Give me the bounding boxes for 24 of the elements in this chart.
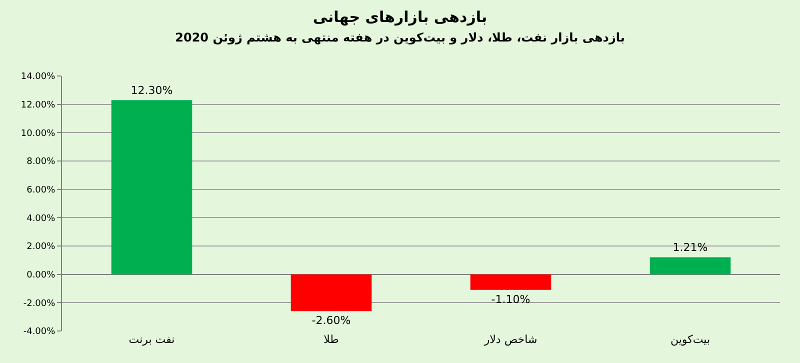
x-tick-label: شاخص دلار — [483, 333, 538, 346]
bar — [650, 257, 731, 274]
y-tick-label: -4.00% — [23, 327, 56, 338]
y-tick-label: 6.00% — [26, 185, 56, 196]
y-tick-label: -2.00% — [23, 298, 56, 309]
chart-title: بازدهی بازارهای جهانی — [312, 8, 488, 26]
data-label: 12.30% — [130, 84, 173, 98]
chart-subtitle: بازدهی بازار نفت، طلا، دلار و بیت‌کوین در هفته منتهی به هشتم ژوئن 2020 — [175, 30, 625, 44]
x-tick-label: طلا — [324, 333, 340, 346]
x-tick-label: بیت‌کوین — [670, 333, 710, 346]
x-tick-label: نفت برنت — [128, 333, 175, 346]
data-label: 1.21% — [672, 241, 708, 254]
y-tick-label: 0.00% — [26, 270, 56, 280]
bar — [290, 274, 372, 312]
y-tick-label: 12.00% — [20, 100, 56, 110]
y-tick-label: 10.00% — [20, 128, 56, 139]
y-tick-label: 2.00% — [26, 242, 56, 252]
data-label: -2.60% — [312, 314, 351, 328]
y-tick-label: 14.00% — [20, 72, 56, 82]
data-label: -1.10% — [491, 292, 530, 306]
y-tick-label: 8.00% — [26, 157, 56, 168]
bar — [111, 100, 192, 274]
bar — [470, 274, 552, 290]
y-tick-label: 4.00% — [26, 214, 56, 224]
